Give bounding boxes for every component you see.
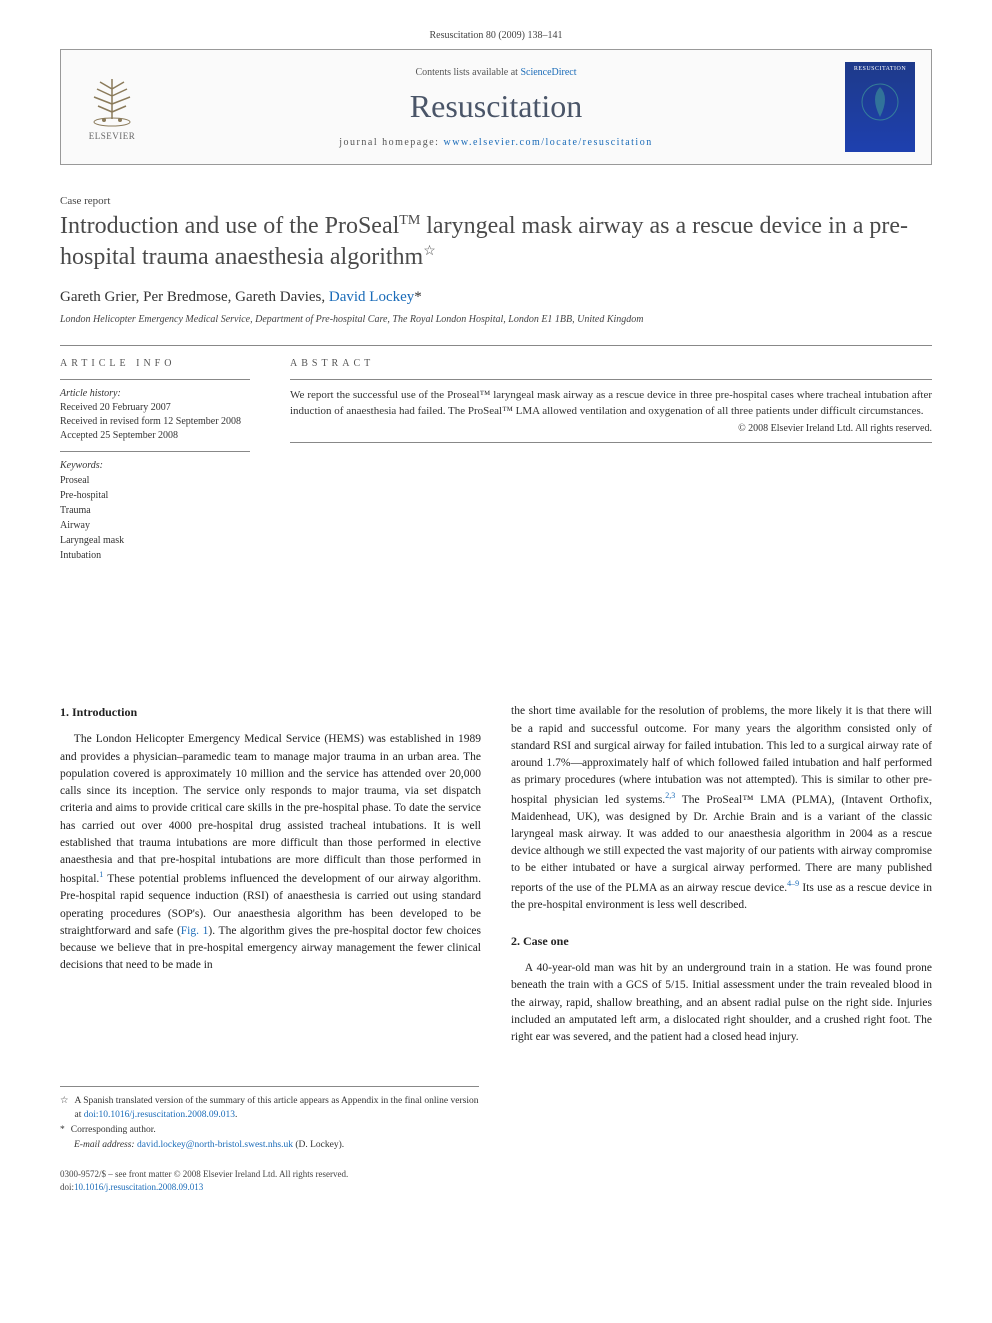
intro-heading: 1. Introduction xyxy=(60,703,481,721)
info-abstract-row: ARTICLE INFO Article history: Received 2… xyxy=(60,358,932,563)
cover-art-icon xyxy=(855,72,905,132)
ref-23-link[interactable]: 2,3 xyxy=(665,791,675,800)
keywords-list: Proseal Pre-hospital Trauma Airway Laryn… xyxy=(60,473,250,563)
journal-header-box: ELSEVIER Contents lists available at Sci… xyxy=(60,49,932,165)
case1-heading: 2. Case one xyxy=(511,932,932,950)
left-column: 1. Introduction The London Helicopter Em… xyxy=(60,703,481,1046)
abstract-text: We report the successful use of the Pros… xyxy=(290,388,932,419)
footnote-corr: * Corresponding author. xyxy=(60,1124,479,1137)
keyword: Proseal xyxy=(60,473,250,488)
footnote-star-b: . xyxy=(235,1110,237,1120)
doi-line: doi:10.1016/j.resuscitation.2008.09.013 xyxy=(60,1181,932,1194)
received-date: Received 20 February 2007 xyxy=(60,401,250,415)
title-tm: TM xyxy=(399,213,420,228)
ref-49-link[interactable]: 4–9 xyxy=(787,879,799,888)
doi-link[interactable]: 10.1016/j.resuscitation.2008.09.013 xyxy=(74,1182,203,1192)
body-columns: 1. Introduction The London Helicopter Em… xyxy=(60,703,932,1046)
corresponding-author-link[interactable]: David Lockey xyxy=(329,289,414,305)
keyword: Intubation xyxy=(60,548,250,563)
authors-line: Gareth Grier, Per Bredmose, Gareth Davie… xyxy=(60,289,932,306)
elsevier-tree-icon xyxy=(82,74,142,129)
keyword: Pre-hospital xyxy=(60,488,250,503)
doi-prefix: doi: xyxy=(60,1182,74,1192)
title-part1: Introduction and use of the ProSeal xyxy=(60,213,399,239)
footnote-star: ☆ A Spanish translated version of the su… xyxy=(60,1095,479,1122)
article-title: Introduction and use of the ProSealTM la… xyxy=(60,211,932,273)
journal-name: Resuscitation xyxy=(147,88,845,125)
info-divider-1 xyxy=(60,379,250,380)
corr-marker: * xyxy=(414,289,422,305)
page-citation: Resuscitation 80 (2009) 138–141 xyxy=(60,30,932,41)
intro-text-d: the short time available for the resolut… xyxy=(511,705,932,805)
issn-line: 0300-9572/$ – see front matter © 2008 El… xyxy=(60,1168,932,1181)
footnotes-block: ☆ A Spanish translated version of the su… xyxy=(60,1086,479,1152)
contents-line: Contents lists available at ScienceDirec… xyxy=(147,67,845,78)
accepted-date: Accepted 25 September 2008 xyxy=(60,429,250,443)
case1-paragraph: A 40-year-old man was hit by an undergro… xyxy=(511,960,932,1046)
fig-1-link[interactable]: Fig. 1 xyxy=(181,925,209,937)
revised-date: Received in revised form 12 September 20… xyxy=(60,415,250,429)
keyword: Laryngeal mask xyxy=(60,533,250,548)
intro-text-e: The ProSeal™ LMA (PLMA), (Intavent Ortho… xyxy=(511,793,932,893)
title-star: ☆ xyxy=(423,244,436,259)
info-divider-2 xyxy=(60,451,250,452)
intro-continuation: the short time available for the resolut… xyxy=(511,703,932,914)
keyword: Trauma xyxy=(60,503,250,518)
footnote-star-marker: ☆ xyxy=(60,1095,69,1122)
sciencedirect-link[interactable]: ScienceDirect xyxy=(520,67,576,78)
affiliation: London Helicopter Emergency Medical Serv… xyxy=(60,314,932,325)
footnote-corr-marker: * xyxy=(60,1124,65,1137)
abstract-block: ABSTRACT We report the successful use of… xyxy=(290,358,932,563)
keywords-label: Keywords: xyxy=(60,460,250,471)
elsevier-logo: ELSEVIER xyxy=(77,67,147,147)
footnote-corr-text: Corresponding author. xyxy=(71,1124,156,1137)
header-center: Contents lists available at ScienceDirec… xyxy=(147,67,845,148)
footnote-email: E-mail address: david.lockey@north-brist… xyxy=(74,1139,479,1152)
abstract-heading: ABSTRACT xyxy=(290,358,932,369)
footnote-star-text: A Spanish translated version of the summ… xyxy=(75,1095,479,1122)
article-type: Case report xyxy=(60,195,932,207)
history-label: Article history: xyxy=(60,388,250,399)
authors-names: Gareth Grier, Per Bredmose, Gareth Davie… xyxy=(60,289,329,305)
top-divider xyxy=(60,345,932,346)
homepage-line: journal homepage: www.elsevier.com/locat… xyxy=(147,137,845,148)
email-suffix: (D. Lockey). xyxy=(293,1140,344,1150)
right-column: the short time available for the resolut… xyxy=(511,703,932,1046)
article-info-block: ARTICLE INFO Article history: Received 2… xyxy=(60,358,250,563)
homepage-prefix: journal homepage: xyxy=(339,137,443,148)
homepage-link[interactable]: www.elsevier.com/locate/resuscitation xyxy=(443,137,652,148)
abstract-copyright: © 2008 Elsevier Ireland Ltd. All rights … xyxy=(290,423,932,434)
footnote-doi-link[interactable]: doi:10.1016/j.resuscitation.2008.09.013 xyxy=(84,1110,235,1120)
contents-prefix: Contents lists available at xyxy=(415,67,520,78)
email-label: E-mail address: xyxy=(74,1140,137,1150)
intro-text-a: The London Helicopter Emergency Medical … xyxy=(60,733,481,885)
bottom-info: 0300-9572/$ – see front matter © 2008 El… xyxy=(60,1168,932,1193)
abstract-divider xyxy=(290,379,932,380)
info-heading: ARTICLE INFO xyxy=(60,358,250,369)
intro-paragraph: The London Helicopter Emergency Medical … xyxy=(60,731,481,974)
elsevier-label: ELSEVIER xyxy=(89,131,136,141)
email-link[interactable]: david.lockey@north-bristol.swest.nhs.uk xyxy=(137,1140,293,1150)
abstract-divider-bottom xyxy=(290,442,932,443)
journal-cover-thumbnail: RESUSCITATION xyxy=(845,62,915,152)
keyword: Airway xyxy=(60,518,250,533)
